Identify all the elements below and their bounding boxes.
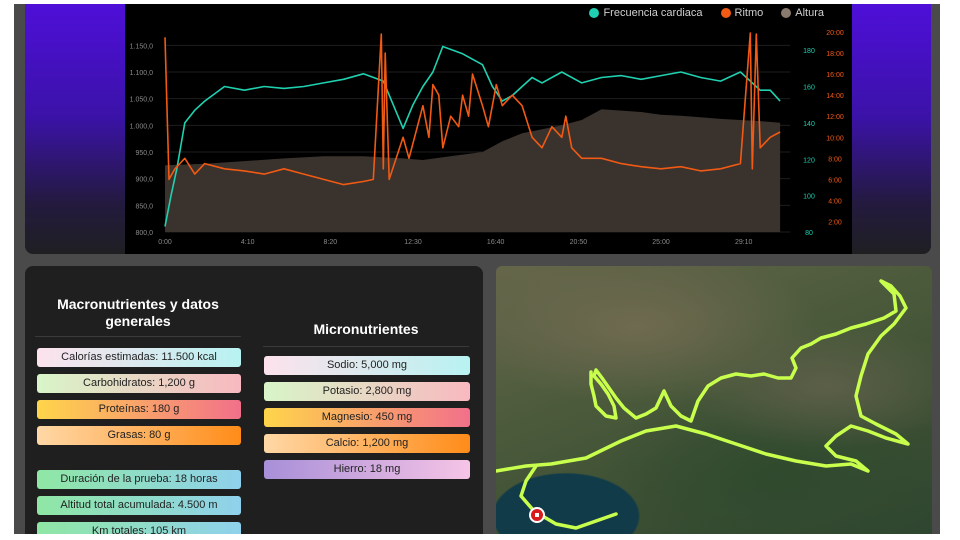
macro-item-protein: Proteínas: 180 g bbox=[37, 400, 241, 419]
y-tick-label-left: 1.000,0 bbox=[130, 123, 153, 130]
y-tick-label-pace: 4:00 bbox=[828, 198, 842, 205]
series-line-frecuencia-cardiaca bbox=[164, 45, 781, 227]
x-tick-label: 12:30 bbox=[404, 239, 422, 246]
series-area-altura bbox=[165, 109, 781, 232]
legend-dot-heart-rate bbox=[589, 8, 600, 18]
x-tick-label: 20:50 bbox=[570, 239, 588, 246]
x-tick-label: 25:00 bbox=[652, 239, 670, 246]
y-tick-label-heart: 100 bbox=[803, 194, 815, 201]
macro-divider bbox=[35, 336, 241, 337]
legend-dot-altitude bbox=[781, 8, 792, 18]
y-tick-label-pace: 2:00 bbox=[828, 219, 842, 226]
micro-title: Micronutrientes bbox=[313, 321, 419, 337]
legend-label-pace: Ritmo bbox=[734, 7, 764, 19]
y-tick-label-pace: 12:00 bbox=[826, 114, 844, 121]
series-line-ritmo bbox=[164, 32, 781, 186]
y-tick-label-heart: 180 bbox=[803, 48, 815, 55]
x-tick-label: 29:10 bbox=[735, 239, 753, 246]
y-tick-label-pace: 8:00 bbox=[828, 156, 842, 163]
general-item-elevation: Altitud total acumulada: 4.500 m bbox=[37, 496, 241, 515]
macro-item-carbs: Carbohidratos: 1,200 g bbox=[37, 374, 241, 393]
y-tick-label-heart: 140 bbox=[803, 121, 815, 128]
legend-label-altitude: Altura bbox=[795, 7, 824, 19]
micro-item-magnesium: Magnesio: 450 mg bbox=[264, 408, 470, 427]
activity-chart[interactable]: 1.150,0 1.100,0 1.050,0 1.000,0 950,0 900,0 85… bbox=[125, 4, 852, 254]
dashboard-frame: 1.150,0 1.100,0 1.050,0 1.000,0 950,0 900,0 85… bbox=[14, 4, 940, 534]
x-tick-label: 16:40 bbox=[487, 239, 505, 246]
legend-label-heart-rate: Frecuencia cardiaca bbox=[603, 7, 703, 19]
y-tick-label-left: 1.150,0 bbox=[130, 43, 153, 50]
general-item-duration: Duración de la prueba: 18 horas bbox=[37, 470, 241, 489]
y-tick-label-pace: 20:00 bbox=[826, 30, 844, 37]
micro-item-sodium: Sodio: 5,000 mg bbox=[264, 356, 470, 375]
chart-card: 1.150,0 1.100,0 1.050,0 1.000,0 950,0 900,0 85… bbox=[25, 4, 931, 254]
y-tick-label-left: 800,0 bbox=[135, 230, 153, 237]
y-tick-label-pace: 16:00 bbox=[826, 72, 844, 79]
start-marker-icon[interactable] bbox=[529, 507, 545, 523]
route-map[interactable] bbox=[496, 266, 932, 534]
route-track-west bbox=[519, 464, 618, 530]
micro-divider bbox=[263, 346, 469, 347]
y-tick-label-pace: 18:00 bbox=[826, 51, 844, 58]
macro-title: Macronutrientes y datos generales bbox=[57, 296, 219, 329]
macro-item-calories: Calorías estimadas: 11.500 kcal bbox=[37, 348, 241, 367]
x-tick-label: 4:10 bbox=[241, 239, 255, 246]
x-tick-label: 8:20 bbox=[324, 239, 338, 246]
y-tick-label-left: 1.050,0 bbox=[130, 97, 153, 104]
y-tick-label-pace: 6:00 bbox=[828, 177, 842, 184]
nutrition-panel: Macronutrientes y datos generales Calorí… bbox=[25, 266, 483, 534]
general-item-distance: Km totales: 105 km bbox=[37, 522, 241, 534]
micro-item-potassium: Potasio: 2,800 mg bbox=[264, 382, 470, 401]
y-tick-label-left: 1.100,0 bbox=[130, 70, 153, 77]
x-tick-label: 0:00 bbox=[158, 239, 172, 246]
y-tick-label-heart: 120 bbox=[803, 157, 815, 164]
legend-dot-pace bbox=[720, 8, 731, 18]
legend-item-pace[interactable]: Ritmo bbox=[720, 7, 764, 19]
legend-item-altitude[interactable]: Altura bbox=[781, 7, 824, 19]
y-tick-label-left: 850,0 bbox=[135, 203, 153, 210]
chart-legend: Frecuencia cardiaca Ritmo Altura bbox=[589, 7, 824, 19]
legend-item-heart-rate[interactable]: Frecuencia cardiaca bbox=[589, 7, 703, 19]
chart-svg: 1.150,0 1.100,0 1.050,0 1.000,0 950,0 900,0 85… bbox=[130, 30, 844, 246]
map-route-layer bbox=[496, 279, 910, 530]
y-tick-label-pace: 10:00 bbox=[826, 135, 844, 142]
y-tick-label-heart: 80 bbox=[805, 230, 813, 237]
macro-item-fat: Grasas: 80 g bbox=[37, 426, 241, 445]
y-tick-label-left: 900,0 bbox=[135, 177, 153, 184]
micro-item-iron: Hierro: 18 mg bbox=[264, 460, 470, 479]
y-tick-label-pace: 14:00 bbox=[826, 93, 844, 100]
y-tick-label-heart: 160 bbox=[803, 85, 815, 92]
y-tick-label-left: 950,0 bbox=[135, 150, 153, 157]
route-track bbox=[496, 279, 910, 473]
micro-item-calcium: Calcio: 1,200 mg bbox=[264, 434, 470, 453]
